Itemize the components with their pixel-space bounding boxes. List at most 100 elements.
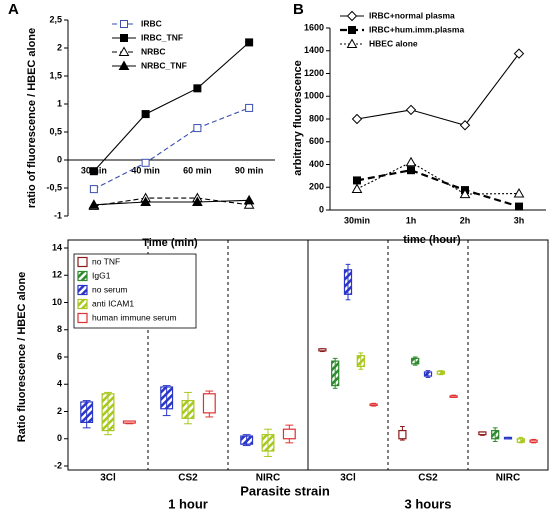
- box: [160, 386, 174, 410]
- y-tick-label: 2: [57, 42, 62, 52]
- x-tick-label: NIRC: [496, 473, 520, 484]
- x-tick-label: 2h: [460, 215, 471, 225]
- y-tick-label: 12: [52, 270, 62, 280]
- panel-label: A: [8, 1, 19, 18]
- marker: [243, 194, 255, 205]
- x-axis-label: Parasite strain: [240, 483, 330, 498]
- legend-frame: [73, 253, 197, 329]
- legend-label: NRBC: [141, 46, 166, 56]
- box: [411, 357, 420, 365]
- series-line: [93, 199, 250, 206]
- box: [343, 269, 353, 295]
- x-axis-label: Time (min): [142, 237, 198, 249]
- box: [529, 439, 538, 443]
- y-tick-label: 1600: [304, 22, 324, 32]
- marker: [346, 38, 358, 48]
- series-line: [93, 41, 250, 172]
- marker: [405, 104, 417, 116]
- box: [449, 395, 458, 398]
- y-tick-label: 600: [309, 136, 324, 146]
- y-tick-label: 200: [309, 182, 324, 192]
- marker: [245, 38, 254, 47]
- box: [101, 393, 115, 432]
- legend-label: IRBC: [141, 18, 162, 28]
- y-axis-label: Ratio fluorescence / HBEC alone: [16, 272, 28, 443]
- marker: [407, 166, 415, 175]
- y-tick-label: 400: [309, 159, 324, 169]
- x-tick-label: CS2: [418, 473, 438, 484]
- marker: [459, 120, 471, 131]
- y-tick-label: 14: [52, 242, 62, 252]
- box: [282, 428, 296, 440]
- box: [80, 401, 94, 423]
- legend-label: IgG1: [92, 270, 111, 280]
- legend-label: no TNF: [92, 256, 120, 266]
- y-tick-label: 0: [57, 433, 62, 443]
- marker: [346, 10, 358, 22]
- y-axis-label: ratio of fluorescence / HBEC alone: [26, 28, 38, 208]
- x-tick-label: 40 min: [131, 165, 160, 175]
- legend-swatch: [77, 312, 88, 324]
- marker: [193, 124, 202, 133]
- marker: [405, 156, 417, 167]
- box: [181, 400, 195, 419]
- y-tick-label: -2: [54, 460, 62, 470]
- legend-label: anti ICAM1: [92, 298, 134, 308]
- y-tick-label: -0,5: [46, 182, 62, 192]
- box: [318, 348, 327, 352]
- group-label: 1 hour: [168, 496, 208, 511]
- legend-label: HBEC alone: [369, 38, 418, 48]
- y-tick-label: 1400: [304, 45, 324, 55]
- x-tick-label: 3Cl: [100, 473, 116, 484]
- x-tick-label: 3h: [514, 215, 525, 225]
- x-tick-label: 3Cl: [340, 473, 356, 484]
- x-tick-label: NIRC: [256, 473, 280, 484]
- box: [436, 370, 445, 375]
- box: [122, 420, 136, 424]
- marker: [89, 185, 98, 194]
- series-line: [356, 169, 520, 208]
- x-tick-label: 1h: [406, 215, 417, 225]
- panel-label: B: [293, 1, 304, 18]
- box: [356, 355, 365, 368]
- series-line: [356, 53, 520, 126]
- x-tick-label: CS2: [178, 473, 198, 484]
- y-tick-label: 1: [57, 98, 62, 108]
- marker: [353, 176, 361, 185]
- y-tick-label: 2: [57, 406, 62, 416]
- y-tick-label: 0,5: [49, 126, 62, 136]
- box: [202, 393, 216, 414]
- x-tick-label: 30min: [344, 215, 370, 225]
- marker: [120, 20, 128, 28]
- marker: [88, 199, 100, 209]
- marker: [192, 196, 203, 206]
- box: [503, 436, 513, 440]
- marker: [193, 84, 202, 93]
- box: [331, 360, 340, 387]
- y-tick-label: 8: [57, 324, 62, 334]
- marker: [118, 60, 130, 70]
- y-tick-label: -1: [54, 210, 62, 220]
- marker: [513, 48, 525, 59]
- y-tick-label: 0: [319, 204, 324, 214]
- y-tick-label: 2,5: [49, 14, 62, 24]
- y-tick-label: 1000: [304, 91, 324, 101]
- legend-swatch: [77, 270, 88, 282]
- marker: [459, 188, 471, 199]
- marker: [351, 113, 363, 125]
- marker: [120, 34, 128, 42]
- y-axis-label: arbitrary fluorescence: [292, 60, 304, 176]
- y-tick-label: 1,5: [49, 70, 62, 80]
- marker: [348, 26, 356, 34]
- legend-label: IRBC+normal plasma: [369, 10, 455, 20]
- y-tick-label: 800: [309, 113, 324, 123]
- marker: [141, 158, 150, 167]
- y-tick-label: 0: [57, 154, 62, 164]
- x-tick-label: 60 min: [183, 165, 212, 175]
- marker: [89, 167, 98, 176]
- y-tick-label: 6: [57, 351, 62, 361]
- legend-label: NRBC_TNF: [141, 60, 187, 70]
- marker: [515, 202, 523, 211]
- series-line: [93, 107, 250, 190]
